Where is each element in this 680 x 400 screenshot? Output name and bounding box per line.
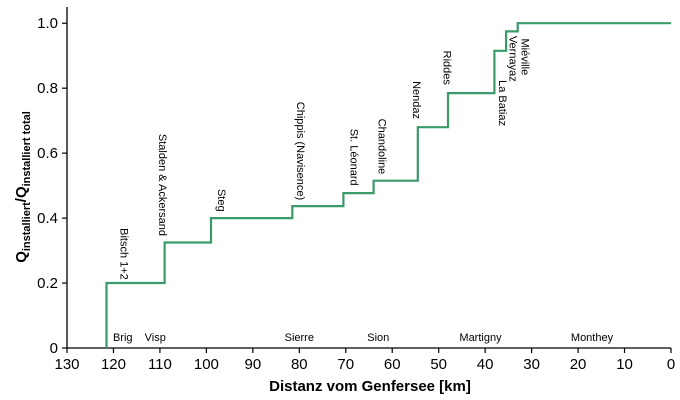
x-tick-label: 110: [148, 356, 172, 373]
station-label: Nendaz: [410, 81, 422, 119]
x-tick-label: 0: [667, 356, 675, 373]
x-tick-label: 130: [54, 356, 79, 373]
place-label: Monthey: [571, 332, 614, 344]
y-tick-label: 0.2: [37, 275, 58, 292]
x-tick-label: 60: [384, 356, 401, 373]
y-axis-title: Qinstalliert/Qinstalliert total: [13, 111, 33, 263]
chart-marks: [105, 22, 671, 348]
x-tick-label: 120: [101, 356, 126, 373]
station-label: Vernayaz: [506, 36, 518, 82]
y-tick-label: 0.6: [37, 145, 58, 162]
series-line: [105, 22, 671, 348]
station-label: St. Léonard: [347, 129, 359, 186]
y-axis-title-sub1: installiert: [21, 202, 33, 251]
place-label: Sierre: [285, 332, 314, 344]
station-label: Chandoline: [375, 119, 387, 175]
y-axis-title-main: Q: [13, 251, 30, 263]
station-label: La Batiaz: [496, 80, 508, 126]
place-label: Brig: [113, 332, 133, 344]
x-tick-label: 90: [245, 356, 262, 373]
y-axis-title-sub2: installiert total: [21, 111, 33, 186]
x-tick-label: 80: [291, 356, 308, 373]
x-tick-label: 70: [337, 356, 354, 373]
y-tick-label: 0: [50, 340, 58, 357]
station-label: Bitsch 1+2: [117, 228, 129, 280]
x-tick-label: 20: [570, 356, 587, 373]
station-label: Miéville: [518, 39, 530, 76]
x-tick-label: 40: [477, 356, 494, 373]
place-label: Visp: [145, 332, 166, 344]
axes: 130 120 110 100 90 80 70 60 50 40 30 20 10 000.20.40.…: [37, 7, 675, 373]
chart-labels: Brig Visp Sierre Sion Martigny Monthey Bitsch …: [113, 36, 614, 344]
x-axis-title: Distanz vom Genfersee [km]: [269, 378, 471, 395]
station-label: Chippis (Navisence): [294, 102, 306, 200]
place-label: Sion: [367, 332, 389, 344]
station-label: Stalden & Ackersand: [156, 134, 168, 236]
y-tick-label: 0.8: [37, 80, 58, 97]
y-axis-title-mid: /Q: [13, 186, 30, 202]
x-tick-label: 30: [523, 356, 540, 373]
x-tick-label: 50: [430, 356, 447, 373]
x-tick-label: 10: [616, 356, 633, 373]
station-label: Riddes: [440, 51, 452, 86]
station-label: Steg: [215, 189, 227, 212]
y-tick-label: 0.4: [37, 210, 58, 227]
x-tick-label: 100: [194, 356, 219, 373]
place-label: Martigny: [459, 332, 502, 344]
y-tick-label: 1.0: [37, 15, 58, 32]
